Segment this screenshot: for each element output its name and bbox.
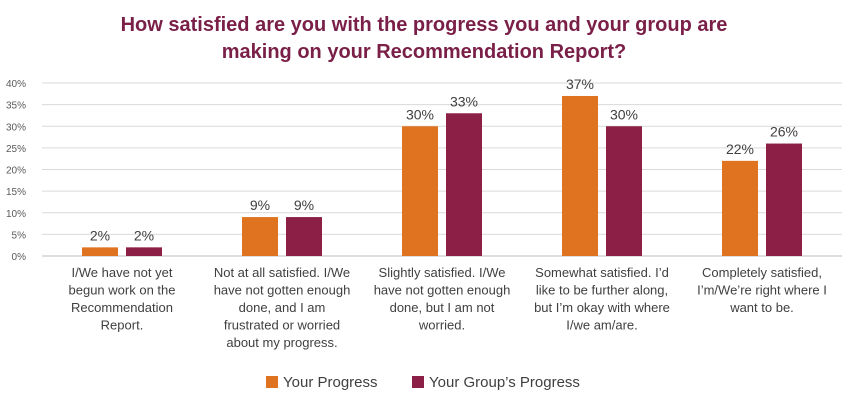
y-tick-label: 25% (6, 144, 26, 155)
chart-title-line: How satisfied are you with the progress … (121, 14, 728, 36)
x-category-label: want to be. (729, 300, 794, 315)
x-category-label: Slightly satisfied. I/We (379, 265, 506, 280)
y-tick-label: 40% (6, 79, 26, 90)
y-tick-label: 5% (12, 230, 27, 241)
x-axis-categories: I/We have not yet begun work on the Recomm… (69, 265, 827, 350)
data-label: 30% (610, 106, 638, 122)
legend: Your Progress Your Group’s Progress (266, 374, 580, 391)
data-label: 9% (294, 197, 314, 213)
y-tick-label: 0% (12, 252, 27, 263)
bars (82, 95, 802, 257)
legend-label: Your Group’s Progress (429, 374, 580, 391)
x-category-label: begun work on the (69, 283, 176, 298)
bar-your-progress (722, 160, 758, 256)
bar-group-progress (126, 247, 162, 256)
x-category-label: I/We have not yet (72, 265, 173, 280)
data-labels: 2% 2% 9% 9% 30% 33% 37% 30% 22% 26% (90, 76, 798, 243)
data-label: 22% (726, 141, 754, 157)
y-tick-label: 30% (6, 122, 26, 133)
x-category-label: I’m/We’re right where I (697, 283, 827, 298)
x-category-label: like to be further along, (536, 283, 668, 298)
x-category-label: done, and I am (239, 300, 326, 315)
bar-your-progress (402, 126, 438, 256)
y-tick-label: 20% (6, 166, 26, 177)
x-category-label: Report. (101, 318, 144, 333)
y-tick-label: 15% (6, 187, 26, 198)
x-category-label: about my progress. (226, 335, 337, 350)
x-category-label: Somewhat satisfied. I’d (535, 265, 669, 280)
data-label: 33% (450, 93, 478, 109)
bar-group-progress (446, 113, 482, 257)
x-category-label: frustrated or worried (224, 318, 340, 333)
chart-title: How satisfied are you with the progress … (121, 14, 728, 63)
x-category-label: have not gotten enough (374, 283, 511, 298)
data-label: 37% (566, 76, 594, 92)
bar-your-progress (242, 217, 278, 256)
x-category-label: worried. (418, 318, 465, 333)
data-label: 9% (250, 197, 270, 213)
y-axis-ticks: 0% 5% 10% 15% 20% 25% 30% 35% 40% (6, 79, 26, 263)
x-category-label: done, but I am not (390, 300, 495, 315)
bar-your-progress (562, 95, 598, 256)
x-category-label: have not gotten enough (214, 283, 351, 298)
legend-label: Your Progress (283, 374, 378, 391)
data-label: 2% (134, 227, 154, 243)
data-label: 30% (406, 106, 434, 122)
legend-swatch (266, 376, 278, 388)
bar-your-progress (82, 247, 118, 256)
x-category-label: Not at all satisfied. I/We (214, 265, 350, 280)
bar-group-progress (606, 126, 642, 256)
legend-swatch (412, 376, 424, 388)
x-category-label: but I’m okay with where (534, 300, 670, 315)
y-tick-label: 35% (6, 101, 26, 112)
y-tick-label: 10% (6, 209, 26, 220)
x-category-label: I/we am/are. (566, 318, 638, 333)
data-label: 2% (90, 227, 110, 243)
x-category-label: Completely satisfied, (702, 265, 822, 280)
chart-title-line: making on your Recommendation Report? (222, 41, 626, 63)
bar-group-progress (286, 217, 322, 256)
x-category-label: Recommendation (71, 300, 173, 315)
gridlines (42, 82, 842, 257)
bar-group-progress (766, 143, 802, 256)
data-label: 26% (770, 124, 798, 140)
